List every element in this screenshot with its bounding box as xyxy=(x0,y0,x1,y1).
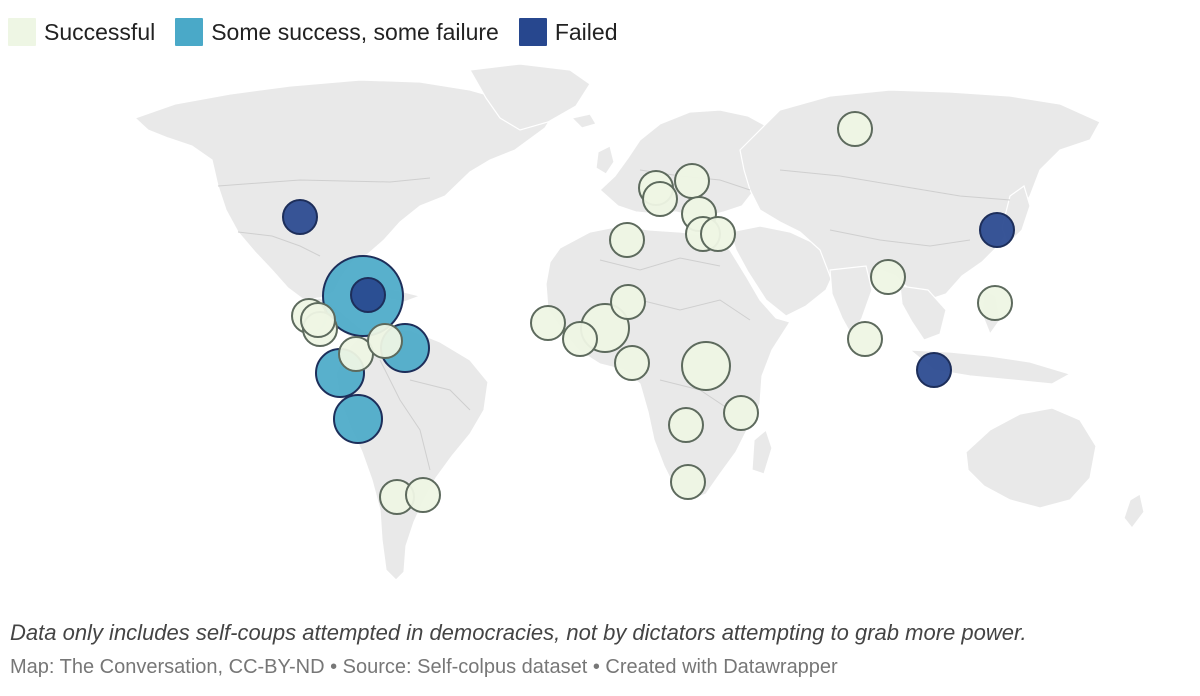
coup-bubble-successful[interactable] xyxy=(668,407,704,443)
coup-bubble-successful[interactable] xyxy=(642,181,678,217)
legend-swatch-failed xyxy=(518,18,547,46)
coup-bubble-failed[interactable] xyxy=(916,352,952,388)
land-southeast-asia xyxy=(899,285,947,341)
coup-bubble-successful[interactable] xyxy=(700,216,736,252)
legend-swatch-successful xyxy=(8,18,36,46)
land-middle-east xyxy=(729,225,837,317)
coup-bubble-successful[interactable] xyxy=(609,222,645,258)
land-madagascar xyxy=(751,428,773,475)
legend-item-failed: Failed xyxy=(518,18,618,46)
coup-bubbles xyxy=(282,111,1015,515)
map-note: Data only includes self-coups attempted … xyxy=(10,620,1027,645)
world-map xyxy=(0,60,1200,600)
coup-bubble-successful[interactable] xyxy=(723,395,759,431)
border-south-america-b xyxy=(409,379,471,411)
land-asia xyxy=(739,89,1101,311)
legend-label-failed: Failed xyxy=(554,18,618,45)
border-asia-a xyxy=(779,169,1011,201)
land-iceland xyxy=(570,113,597,129)
land-greenland xyxy=(469,63,591,131)
land-britain xyxy=(595,145,615,175)
border-africa-b xyxy=(639,299,751,321)
legend-label-mixed: Some success, some failure xyxy=(211,18,499,45)
coup-bubble-mixed[interactable] xyxy=(333,394,383,444)
world-map-svg xyxy=(133,63,1145,581)
land-australia xyxy=(965,407,1097,509)
legend: Successful Some success, some failure Fa… xyxy=(8,14,638,50)
coup-bubble-successful[interactable] xyxy=(670,464,706,500)
coup-bubble-successful[interactable] xyxy=(300,302,336,338)
coup-bubble-successful[interactable] xyxy=(562,321,598,357)
coup-bubble-successful[interactable] xyxy=(614,345,650,381)
legend-item-mixed: Some success, some failure xyxy=(175,18,499,46)
coup-bubble-successful[interactable] xyxy=(870,259,906,295)
coup-bubble-successful[interactable] xyxy=(405,477,441,513)
border-africa-a xyxy=(599,257,721,271)
coup-bubble-successful[interactable] xyxy=(977,285,1013,321)
land-north-america xyxy=(133,79,561,301)
coup-bubble-successful[interactable] xyxy=(837,111,873,147)
coup-bubble-successful[interactable] xyxy=(367,323,403,359)
border-south-america-a xyxy=(379,359,431,471)
coup-bubble-successful[interactable] xyxy=(681,341,731,391)
legend-swatch-mixed xyxy=(175,18,204,46)
border-us-mexico xyxy=(237,231,321,257)
coup-bubble-failed[interactable] xyxy=(350,277,386,313)
landmasses xyxy=(133,63,1145,581)
coup-bubble-failed[interactable] xyxy=(979,212,1015,248)
land-new-zealand xyxy=(1123,493,1145,529)
land-indonesia xyxy=(908,349,1072,385)
coup-bubble-successful[interactable] xyxy=(847,321,883,357)
coup-bubble-successful[interactable] xyxy=(530,305,566,341)
border-asia-b xyxy=(829,229,971,247)
legend-item-successful: Successful xyxy=(8,18,155,46)
coup-bubble-successful[interactable] xyxy=(674,163,710,199)
coup-bubble-successful[interactable] xyxy=(610,284,646,320)
border-us-canada xyxy=(217,177,431,187)
map-credit: Map: The Conversation, CC-BY-ND • Source… xyxy=(10,656,838,678)
coup-bubble-failed[interactable] xyxy=(282,199,318,235)
legend-label-successful: Successful xyxy=(44,18,156,45)
